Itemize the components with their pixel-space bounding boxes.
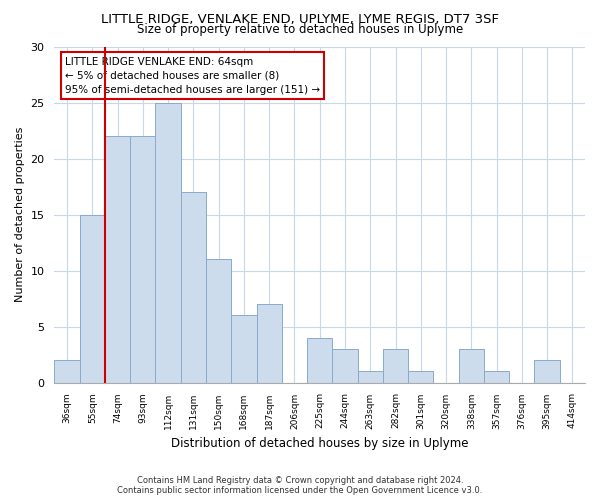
Bar [257, 304, 282, 382]
Bar [358, 372, 383, 382]
X-axis label: Distribution of detached houses by size in Uplyme: Distribution of detached houses by size … [171, 437, 469, 450]
Bar [231, 316, 257, 382]
Bar [484, 372, 509, 382]
Bar [181, 192, 206, 382]
Bar [80, 214, 105, 382]
Bar [383, 349, 408, 382]
Text: LITTLE RIDGE VENLAKE END: 64sqm
← 5% of detached houses are smaller (8)
95% of s: LITTLE RIDGE VENLAKE END: 64sqm ← 5% of … [65, 56, 320, 94]
Text: Size of property relative to detached houses in Uplyme: Size of property relative to detached ho… [137, 22, 463, 36]
Y-axis label: Number of detached properties: Number of detached properties [15, 127, 25, 302]
Text: LITTLE RIDGE, VENLAKE END, UPLYME, LYME REGIS, DT7 3SF: LITTLE RIDGE, VENLAKE END, UPLYME, LYME … [101, 12, 499, 26]
Bar [105, 136, 130, 382]
Bar [206, 260, 231, 382]
Bar [155, 102, 181, 382]
Bar [535, 360, 560, 382]
Bar [55, 360, 80, 382]
Bar [408, 372, 433, 382]
Bar [130, 136, 155, 382]
Bar [458, 349, 484, 382]
Bar [307, 338, 332, 382]
Bar [332, 349, 358, 382]
Text: Contains HM Land Registry data © Crown copyright and database right 2024.
Contai: Contains HM Land Registry data © Crown c… [118, 476, 482, 495]
